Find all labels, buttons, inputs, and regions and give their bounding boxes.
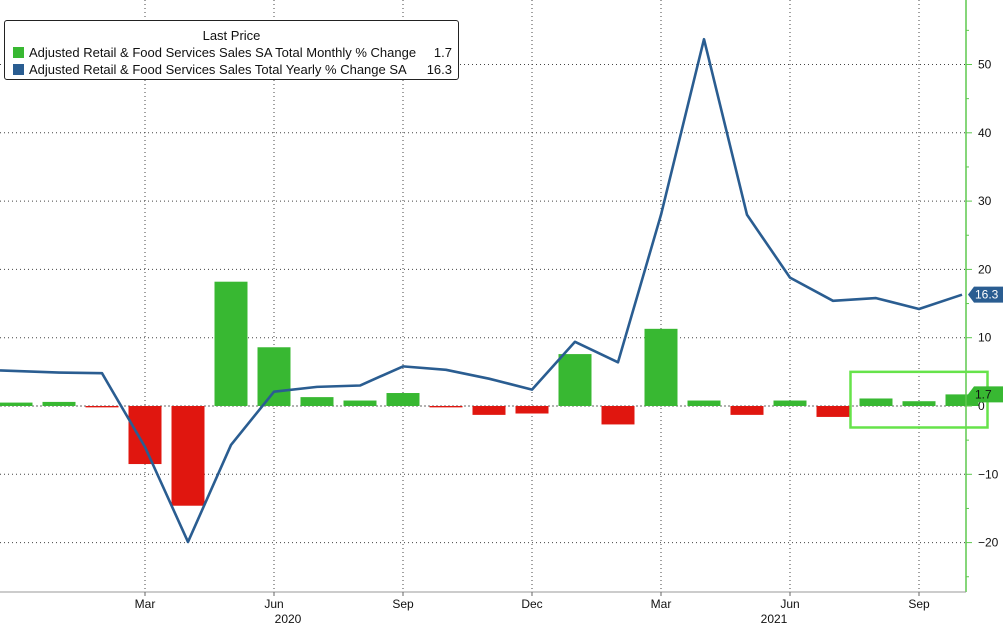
legend-label-monthly: Adjusted Retail & Food Services Sales SA…	[29, 44, 417, 60]
bar	[945, 394, 979, 406]
bar	[773, 400, 807, 406]
bar	[386, 393, 420, 406]
x-tick-labels: Mar Jun Sep Dec Mar Jun Sep	[135, 592, 930, 611]
bar	[257, 347, 291, 406]
y-tick-label: 40	[978, 126, 992, 140]
monthly-last-tag-label: 1.7	[975, 387, 992, 401]
bar	[429, 406, 463, 408]
bar	[730, 406, 764, 415]
legend-item-yearly: Adjusted Retail & Food Services Sales To…	[13, 61, 452, 77]
x-tick-label: Jun	[264, 597, 283, 611]
y-tick-labels: −20 −10 0 10 20 30 40 50	[978, 58, 999, 550]
legend: Last Price Adjusted Retail & Food Servic…	[4, 20, 459, 80]
bar	[214, 281, 248, 406]
bar	[171, 406, 205, 506]
bar	[902, 401, 936, 406]
bar	[300, 397, 334, 406]
bar	[42, 401, 76, 406]
x-tick-label: Mar	[135, 597, 156, 611]
monthly-change-bars	[0, 281, 979, 506]
year-labels: 2020 2021	[275, 612, 788, 626]
y-tick-label: 50	[978, 58, 992, 72]
year-label: 2020	[275, 612, 302, 626]
bar	[816, 406, 850, 417]
legend-swatch-monthly	[13, 46, 24, 58]
monthly-last-tag	[968, 386, 1003, 403]
y-tick-label: 0	[978, 399, 985, 413]
x-tick-label: Sep	[908, 597, 930, 611]
grid-lines	[0, 0, 966, 592]
year-label: 2021	[761, 612, 788, 626]
y-tick-label: 30	[978, 194, 992, 208]
bar	[472, 406, 506, 415]
y-tick-label: 20	[978, 262, 992, 276]
yearly-last-tag-label: 16.3	[975, 288, 999, 302]
bar	[644, 328, 678, 406]
x-tick-label: Mar	[651, 597, 672, 611]
y-tick-label: −10	[978, 467, 999, 481]
y-tick-label: 10	[978, 331, 992, 345]
bar	[343, 400, 377, 406]
x-tick-label: Sep	[392, 597, 414, 611]
legend-swatch-yearly	[13, 63, 24, 75]
bar	[128, 406, 162, 465]
yearly-change-line	[0, 37, 963, 544]
legend-value-yearly: 16.3	[426, 61, 452, 77]
legend-label-yearly: Adjusted Retail & Food Services Sales To…	[29, 61, 407, 77]
last-value-tags: 16.3 1.7	[968, 286, 1003, 403]
bar	[558, 354, 592, 406]
y-axis	[0, 0, 972, 593]
legend-item-monthly: Adjusted Retail & Food Services Sales SA…	[13, 44, 452, 60]
bar	[0, 402, 33, 406]
x-tick-label: Jun	[780, 597, 799, 611]
legend-value-monthly: 1.7	[433, 44, 452, 60]
y-tick-label: −20	[978, 536, 999, 550]
yearly-last-tag	[968, 286, 1003, 303]
legend-title: Last Price	[202, 28, 261, 43]
bar	[85, 406, 119, 408]
bar	[687, 400, 721, 406]
bar	[515, 406, 549, 414]
bar	[601, 406, 635, 425]
x-tick-label: Dec	[521, 597, 542, 611]
bar	[859, 398, 893, 406]
